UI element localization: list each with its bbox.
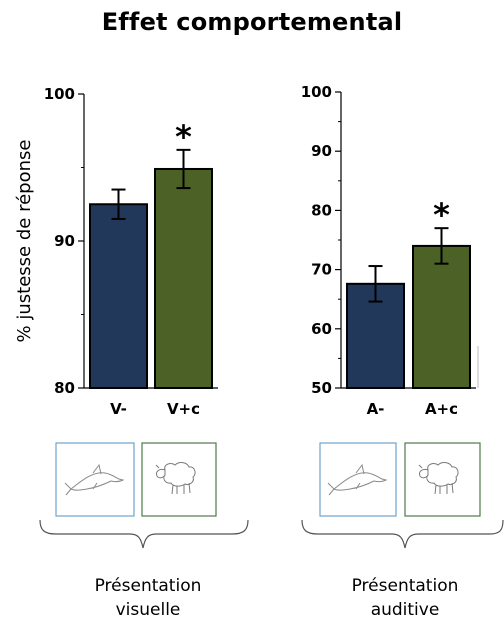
bar-visual-1 [154, 167, 213, 389]
y-tick-label: 60 [311, 320, 332, 338]
figure-title: Effet comportemental [101, 8, 403, 36]
y-tick-label: 70 [311, 261, 332, 279]
y-tick-label: 100 [301, 83, 332, 101]
dolphin-icon [64, 463, 125, 496]
group-label-auditory-line1: Présentation [351, 576, 459, 596]
brace-visual [39, 519, 249, 549]
category-label: A- [367, 400, 385, 418]
group-label-visual-line2: visuelle [115, 600, 181, 620]
sheep-icon [418, 462, 459, 495]
group-label-visual-line1: Présentation [94, 576, 202, 596]
sheep-icon [155, 462, 196, 495]
bar-visual-0 [89, 203, 148, 389]
stimulus-frame-sheep-auditory [404, 442, 481, 517]
group-label-auditory: Présentation auditive [325, 574, 485, 622]
group-label-auditory-line2: auditive [370, 600, 440, 620]
significance-marker: * [175, 118, 192, 156]
category-label: V+c [167, 400, 200, 418]
brace-auditory [301, 519, 504, 549]
dolphin-icon [327, 463, 388, 496]
y-tick-label: 50 [311, 379, 332, 397]
y-tick-label: 90 [311, 142, 332, 160]
stimulus-frame-sheep-visual [141, 442, 217, 517]
y-tick-label: 90 [54, 232, 75, 250]
y-tick-label: 80 [54, 379, 75, 397]
y-tick-label: 100 [44, 85, 75, 103]
y-tick-label: 80 [311, 201, 332, 219]
chart-auditory: 50 60 70 80 90 100 A- * A+c [301, 83, 479, 418]
category-label: A+c [425, 400, 458, 418]
group-label-visual: Présentation visuelle [68, 574, 228, 622]
significance-marker: * [433, 196, 450, 234]
bar-auditory-1 [412, 244, 471, 389]
chart-visual: 80 90 100 V- * V+c % justesse de réponse [14, 85, 218, 418]
y-axis-title: % justesse de réponse [14, 140, 35, 343]
category-label: V- [110, 400, 127, 418]
